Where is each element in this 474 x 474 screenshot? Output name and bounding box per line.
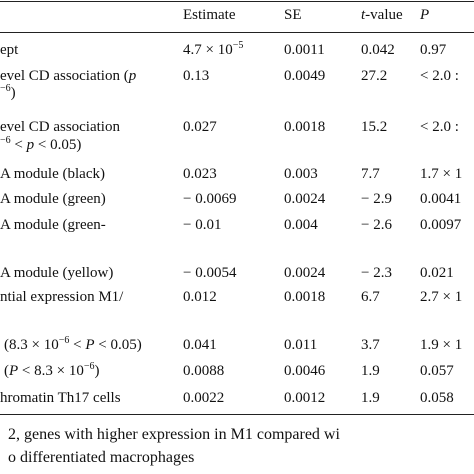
table-row-tvalue: 3.7 — [361, 337, 380, 353]
table-row-estimate: 0.0088 — [183, 363, 225, 379]
table-bottom-rule — [0, 414, 474, 415]
table-row-tvalue: − 2.9 — [361, 191, 392, 207]
table-row-label: ntial expression M1/ — [0, 289, 124, 305]
table-row-p: 0.0097 — [420, 217, 462, 233]
table-row-label: evel CD association (p — [0, 68, 137, 84]
table-row-tvalue: − 2.3 — [361, 265, 392, 281]
table-row-p: 0.97 — [420, 42, 447, 58]
table-row-label: A module (black) — [0, 166, 105, 182]
table-row-p: 0.057 — [420, 363, 454, 379]
table-row-estimate: 4.7 × 10−5 — [183, 40, 244, 59]
header-tvalue: t-value — [361, 7, 403, 23]
table-row-estimate: − 0.0069 — [183, 191, 237, 207]
table-row-se: 0.0024 — [284, 265, 326, 281]
table-row-label: A module (green- — [0, 217, 106, 233]
table-row-tvalue: − 2.6 — [361, 217, 392, 233]
table-row-label: A module (green) — [0, 191, 106, 207]
table-row-label-continued: −6 < p < 0.05) — [0, 135, 82, 154]
table-row-tvalue: 1.9 — [361, 363, 380, 379]
table-row-se: 0.0018 — [284, 119, 326, 135]
table-row-se: 0.003 — [284, 166, 318, 182]
table-row-estimate: − 0.0054 — [183, 265, 237, 281]
table-row-label: ept — [0, 42, 19, 58]
table-header-rule — [0, 32, 474, 33]
table-row-tvalue: 0.042 — [361, 42, 395, 58]
table-row-estimate: 0.041 — [183, 337, 217, 353]
table-row-se: 0.0024 — [284, 191, 326, 207]
table-row-p: < 2.0 : — [420, 119, 459, 135]
table-row-estimate: 0.027 — [183, 119, 217, 135]
table-row-estimate: 0.0022 — [183, 390, 225, 406]
table-row-estimate: 0.13 — [183, 68, 210, 84]
table-row-label: hromatin Th17 cells — [0, 390, 121, 406]
table-row-p: < 2.0 : — [420, 68, 459, 84]
table-top-rule — [0, 1, 474, 2]
table-row-p: 0.0041 — [420, 191, 462, 207]
table-row-label: (8.3 × 10−6 < P < 0.05) — [4, 335, 142, 354]
table-row-p: 0.058 — [420, 390, 454, 406]
table-row-se: 0.0018 — [284, 289, 326, 305]
table-row-p: 1.7 × 1 — [420, 166, 463, 182]
header-se: SE — [284, 7, 302, 23]
table-row-se: 0.011 — [284, 337, 318, 353]
table-row-estimate: 0.023 — [183, 166, 217, 182]
table-row-tvalue: 1.9 — [361, 390, 380, 406]
table-row-tvalue: 7.7 — [361, 166, 380, 182]
table-row-tvalue: 6.7 — [361, 289, 380, 305]
table-row-p: 2.7 × 1 — [420, 289, 463, 305]
table-row-se: 0.0011 — [284, 42, 325, 58]
table-row-label: evel CD association — [0, 119, 120, 135]
table-row-p: 0.021 — [420, 265, 454, 281]
table-row-se: 0.0012 — [284, 390, 326, 406]
table-row-tvalue: 15.2 — [361, 119, 388, 135]
header-estimate: Estimate — [183, 7, 236, 23]
table-row-p: 1.9 × 1 — [420, 337, 463, 353]
table-row-se: 0.0046 — [284, 363, 326, 379]
header-p: P — [420, 7, 430, 23]
table-row-se: 0.0049 — [284, 68, 326, 84]
table-row-label: (P < 8.3 × 10−6) — [4, 361, 100, 380]
table-row-tvalue: 27.2 — [361, 68, 388, 84]
table-row-se: 0.004 — [284, 217, 318, 233]
table-footnote-line-2: o differentiated macrophages — [8, 449, 195, 466]
table-row-label: A module (yellow) — [0, 265, 114, 281]
table-row-estimate: − 0.01 — [183, 217, 222, 233]
table-row-estimate: 0.012 — [183, 289, 217, 305]
table-row-label-continued: −6) — [0, 83, 16, 102]
table-footnote-line-1: 2, genes with higher expression in M1 co… — [8, 426, 340, 443]
